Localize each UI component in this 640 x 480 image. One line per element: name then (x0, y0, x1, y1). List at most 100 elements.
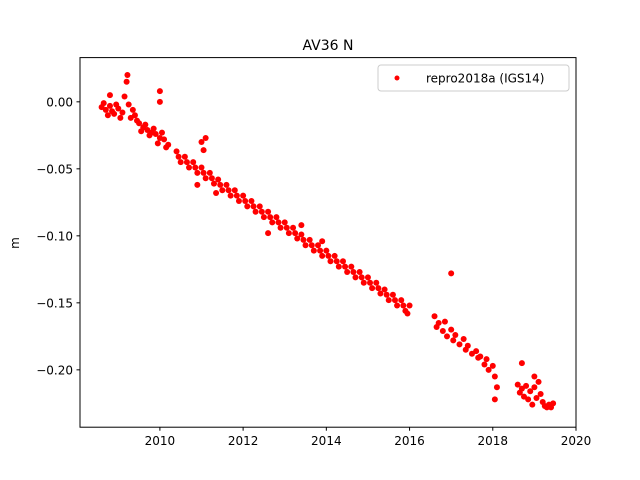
data-point (100, 100, 107, 107)
data-point (292, 230, 299, 237)
data-point (348, 263, 355, 270)
data-point (319, 252, 326, 259)
data-point (240, 192, 247, 199)
data-point (219, 187, 226, 194)
data-point (529, 401, 536, 408)
data-point (109, 108, 116, 115)
data-point (406, 302, 413, 309)
data-point (444, 333, 451, 340)
data-point (117, 114, 124, 121)
data-point (200, 147, 207, 154)
data-point (123, 78, 130, 85)
x-tick-label: 2010 (145, 434, 176, 448)
data-point (300, 236, 307, 243)
data-point (350, 269, 357, 276)
data-point (258, 208, 265, 215)
data-point (315, 242, 322, 249)
data-point (217, 181, 224, 188)
data-point (385, 297, 392, 304)
data-point (248, 197, 255, 204)
data-point (142, 121, 149, 128)
data-point (202, 175, 209, 182)
y-tick-label: −0.15 (36, 296, 73, 310)
data-point (150, 125, 157, 132)
data-point (360, 279, 367, 286)
data-point (298, 231, 305, 238)
chart-title: AV36 N (303, 38, 354, 54)
data-point (523, 382, 530, 389)
data-point (260, 214, 267, 221)
data-point (342, 263, 349, 270)
data-point (369, 285, 376, 292)
data-point (194, 169, 201, 176)
data-point (269, 219, 276, 226)
data-point (186, 164, 193, 171)
data-point (152, 130, 159, 137)
data-point (113, 101, 120, 108)
data-point (275, 219, 282, 226)
data-point (477, 353, 484, 360)
data-point (106, 102, 113, 109)
data-point (352, 274, 359, 281)
data-point (267, 214, 274, 221)
data-point (134, 117, 141, 124)
data-point (441, 318, 448, 325)
data-point (294, 235, 301, 242)
data-point (491, 396, 498, 403)
data-point (398, 297, 405, 304)
data-point (435, 319, 442, 326)
data-point (206, 169, 213, 176)
data-point (527, 388, 534, 395)
data-point (356, 269, 363, 276)
data-point (124, 72, 131, 79)
data-point (256, 203, 263, 210)
data-point (491, 373, 498, 380)
data-point (473, 348, 480, 355)
data-points (98, 72, 557, 411)
data-point (450, 337, 457, 344)
data-point (225, 187, 232, 194)
data-point (327, 258, 334, 265)
data-point (448, 326, 455, 333)
data-point (389, 291, 396, 298)
x-tick-label: 2020 (561, 434, 592, 448)
data-point (367, 279, 374, 286)
x-tick-label: 2012 (228, 434, 259, 448)
data-point (285, 230, 292, 237)
data-point (404, 310, 411, 317)
data-point (325, 252, 332, 259)
data-point (531, 373, 538, 380)
data-point (156, 98, 163, 105)
y-tick-label: 0.00 (46, 95, 73, 109)
data-point (265, 208, 272, 215)
data-point (277, 224, 284, 231)
y-tick-label: −0.05 (36, 162, 73, 176)
data-point (200, 169, 207, 176)
data-point (273, 214, 280, 221)
data-point (235, 197, 242, 204)
data-point (125, 101, 132, 108)
data-point (335, 263, 342, 270)
data-point (281, 219, 288, 226)
plot-area-frame (79, 57, 577, 428)
data-point (154, 140, 161, 147)
data-point (190, 159, 197, 166)
data-point (525, 396, 532, 403)
data-point (119, 109, 126, 116)
y-axis: 0.00 −0.05 −0.10 −0.15 −0.20 (36, 95, 80, 377)
data-point (535, 378, 542, 385)
data-point (210, 180, 217, 187)
data-point (227, 192, 234, 199)
data-point (231, 187, 238, 194)
data-point (181, 153, 188, 160)
data-point (215, 176, 222, 183)
data-point (485, 366, 492, 373)
data-point (306, 236, 313, 243)
data-point (283, 224, 290, 231)
data-point (233, 192, 240, 199)
data-point (375, 285, 382, 292)
data-point (339, 258, 346, 265)
data-point (323, 247, 330, 254)
legend-marker (394, 75, 400, 81)
